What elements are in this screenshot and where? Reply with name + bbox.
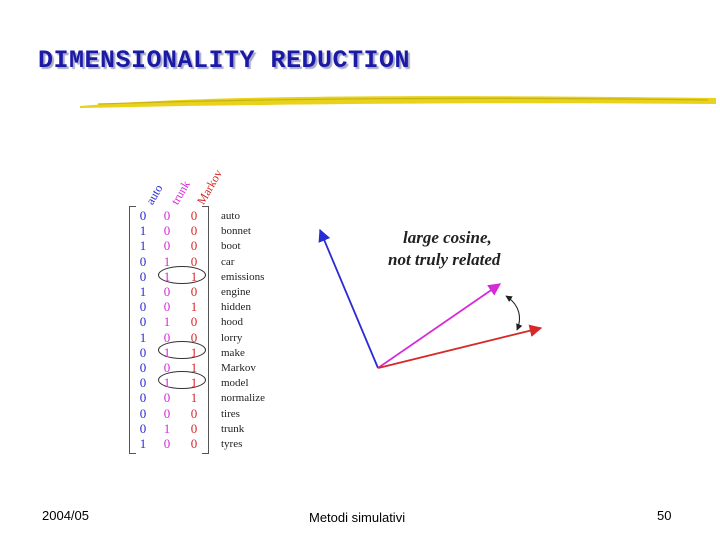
cell-auto-14: 0 — [139, 421, 147, 436]
cell-trunk-15: 0 — [163, 436, 171, 451]
term-label: lorry — [221, 332, 243, 344]
cell-auto-5: 1 — [139, 284, 147, 299]
cell-markov-0: 0 — [190, 208, 198, 223]
matrix-right-bracket — [202, 206, 209, 454]
highlight-ellipse-3 — [158, 371, 206, 389]
cell-trunk-3: 1 — [163, 254, 171, 269]
cell-auto-11: 0 — [139, 375, 147, 390]
term-label: emissions — [221, 271, 265, 283]
term-label: normalize — [221, 392, 265, 404]
cell-markov-6: 1 — [190, 299, 198, 314]
cell-auto-7: 0 — [139, 314, 147, 329]
term-label: Markov — [221, 362, 256, 374]
cell-trunk-6: 0 — [163, 299, 171, 314]
term-label: make — [221, 347, 245, 359]
vector-blue — [318, 228, 379, 369]
highlight-ellipse-2 — [158, 341, 206, 359]
cell-auto-12: 0 — [139, 390, 147, 405]
cell-trunk-8: 0 — [163, 330, 171, 345]
cell-markov-5: 0 — [190, 284, 198, 299]
cell-markov-9: 1 — [190, 345, 198, 360]
cell-trunk-14: 1 — [163, 421, 171, 436]
cell-auto-10: 0 — [139, 360, 147, 375]
highlight-ellipse-1 — [158, 266, 206, 284]
term-label: model — [221, 377, 249, 389]
footer-course: Metodi simulativi — [309, 510, 406, 525]
term-label: tyres — [221, 438, 243, 450]
title-underline — [80, 96, 716, 108]
term-label: engine — [221, 286, 251, 298]
cell-trunk-9: 1 — [163, 345, 171, 360]
matrix-left-bracket — [129, 206, 136, 454]
cell-markov-13: 0 — [190, 406, 198, 421]
cell-auto-15: 1 — [139, 436, 147, 451]
cell-trunk-10: 0 — [163, 360, 171, 375]
term-label: hood — [221, 316, 243, 328]
cell-auto-8: 1 — [139, 330, 147, 345]
vector-red — [377, 324, 543, 369]
term-label: hidden — [221, 301, 251, 313]
cell-markov-10: 1 — [190, 360, 198, 375]
cell-markov-2: 0 — [190, 238, 198, 253]
term-label: boot — [221, 240, 241, 252]
cell-markov-3: 0 — [190, 254, 198, 269]
term-label: auto — [221, 210, 240, 222]
angle-arc — [505, 295, 523, 331]
cell-markov-1: 0 — [190, 223, 198, 238]
cell-trunk-7: 1 — [163, 314, 171, 329]
cell-trunk-11: 1 — [163, 375, 171, 390]
cell-markov-14: 0 — [190, 421, 198, 436]
cell-markov-4: 1 — [190, 269, 198, 284]
cell-markov-11: 1 — [190, 375, 198, 390]
cell-auto-2: 1 — [139, 238, 147, 253]
cell-trunk-13: 0 — [163, 406, 171, 421]
term-label: car — [221, 256, 235, 268]
cell-trunk-12: 0 — [163, 390, 171, 405]
cell-trunk-1: 0 — [163, 223, 171, 238]
cell-trunk-4: 1 — [163, 269, 171, 284]
cell-markov-8: 0 — [190, 330, 198, 345]
cell-auto-1: 1 — [139, 223, 147, 238]
cell-auto-3: 0 — [139, 254, 147, 269]
slide-title: DIMENSIONALITY REDUCTION — [38, 46, 411, 75]
annotation-line-1: large cosine, — [403, 228, 492, 247]
cell-auto-6: 0 — [139, 299, 147, 314]
term-label: bonnet — [221, 225, 251, 237]
annotation-line-2: not truly related — [388, 250, 501, 269]
cell-markov-12: 1 — [190, 390, 198, 405]
cell-auto-9: 0 — [139, 345, 147, 360]
cell-markov-15: 0 — [190, 436, 198, 451]
cell-trunk-0: 0 — [163, 208, 171, 223]
cell-trunk-5: 0 — [163, 284, 171, 299]
vector-magenta — [377, 283, 502, 369]
cell-trunk-2: 0 — [163, 238, 171, 253]
footer-page-number: 50 — [657, 508, 672, 523]
cell-auto-4: 0 — [139, 269, 147, 284]
cell-auto-0: 0 — [139, 208, 147, 223]
term-label: tires — [221, 408, 240, 420]
cell-markov-7: 0 — [190, 314, 198, 329]
cell-auto-13: 0 — [139, 406, 147, 421]
footer-date: 2004/05 — [42, 508, 89, 523]
term-label: trunk — [221, 423, 245, 435]
